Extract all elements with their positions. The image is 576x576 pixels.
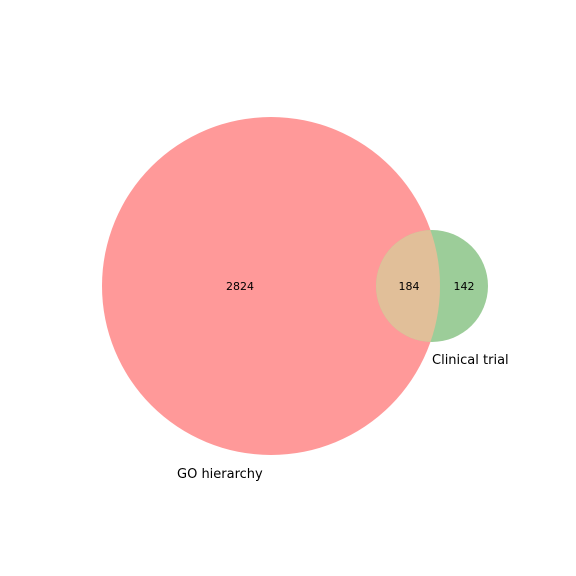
count-clinical-trial-only: 142 [454, 280, 475, 293]
intersection-region [376, 230, 440, 342]
set-circle-go-hierarchy [102, 117, 440, 455]
set-label-go-hierarchy: GO hierarchy [177, 467, 263, 482]
set-label-clinical-trial: Clinical trial [432, 353, 509, 368]
count-intersection: 184 [399, 280, 420, 293]
count-go-hierarchy-only: 2824 [226, 280, 254, 293]
